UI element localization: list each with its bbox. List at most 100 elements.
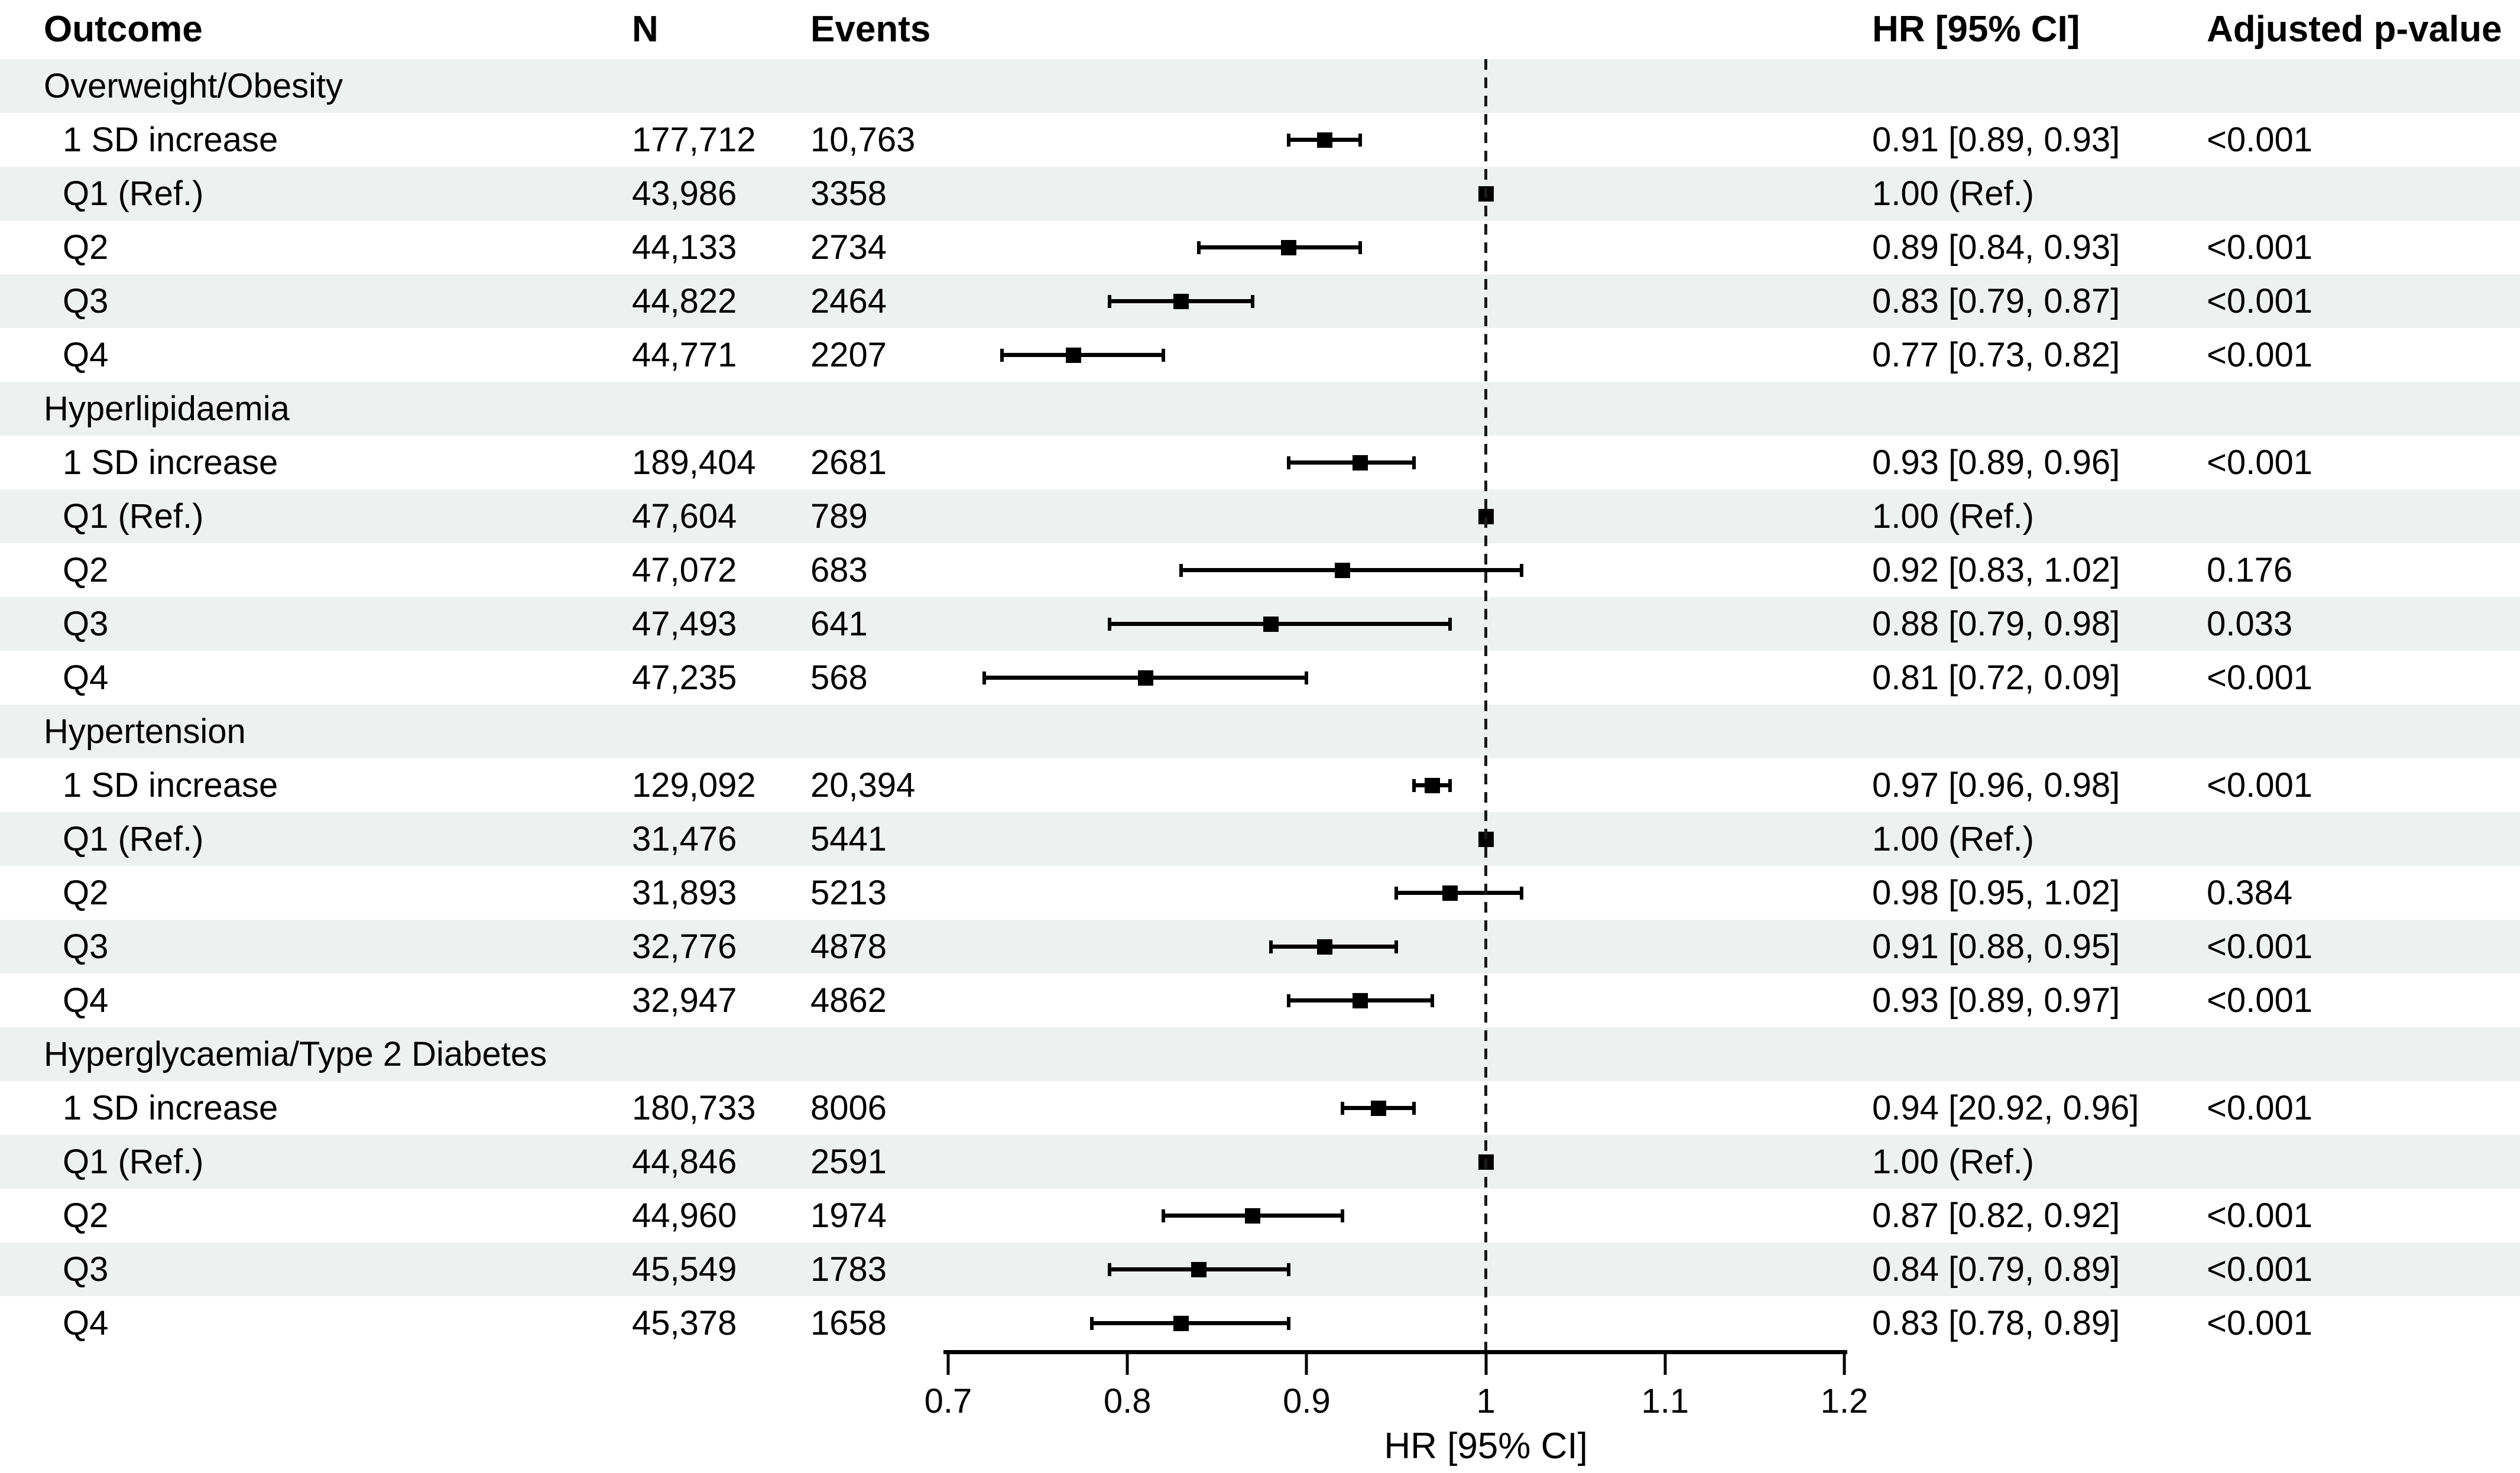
ci-cap-right — [1412, 1101, 1416, 1115]
p-value: <0.001 — [2207, 1303, 2313, 1342]
table-row: Q2 31,893 5213 0.98 [0.95, 1.02] 0.384 — [0, 866, 2520, 920]
hr-ci-value: 0.84 [0.79, 0.89] — [1872, 1250, 2120, 1289]
ci-cap-right — [1358, 241, 1363, 254]
n-value: 44,846 — [632, 1142, 737, 1181]
row-label: Q4 — [63, 981, 109, 1020]
n-value: 32,947 — [632, 981, 737, 1020]
row-label: Q1 (Ref.) — [63, 819, 204, 858]
reference-line — [1484, 59, 1488, 1350]
column-header-outcome: Outcome — [44, 9, 203, 50]
axis-tick-label: 1 — [1476, 1382, 1496, 1420]
ci-cap-left — [1287, 133, 1291, 147]
ci-cap-left — [1161, 1209, 1165, 1222]
axis-tick — [1126, 1350, 1129, 1375]
table-row: 1 SD increase 189,404 2681 0.93 [0.89, 0.96… — [0, 436, 2520, 489]
n-value: 31,893 — [632, 873, 737, 912]
ci-plot-cell — [943, 220, 1847, 274]
table-row: Q4 47,235 568 0.81 [0.72, 0.09] <0.001 — [0, 651, 2520, 705]
column-header-events: Events — [810, 9, 931, 50]
ci-scale — [948, 1081, 1844, 1135]
row-label: 1 SD increase — [63, 765, 278, 804]
ci-point-marker — [1281, 239, 1297, 255]
x-axis-line — [943, 1350, 1847, 1354]
ci-plot-cell — [943, 489, 1847, 543]
events-value: 8006 — [810, 1088, 887, 1127]
ci-point-marker — [1424, 777, 1440, 793]
n-value: 47,072 — [632, 550, 737, 589]
plot-header-spacer — [943, 0, 1847, 59]
events-value: 5213 — [810, 873, 887, 912]
axis-tick — [1663, 1350, 1667, 1375]
n-value: 44,822 — [632, 281, 737, 320]
events-value: 4878 — [810, 927, 887, 966]
ci-scale — [948, 1296, 1844, 1350]
ci-scale — [948, 436, 1844, 489]
events-value: 2591 — [810, 1142, 887, 1181]
ci-scale — [948, 597, 1844, 651]
axis-tick-label: 1.2 — [1820, 1382, 1869, 1420]
ci-cap-right — [1394, 940, 1398, 953]
table-row: Q3 44,822 2464 0.83 [0.79, 0.87] <0.001 — [0, 274, 2520, 328]
n-value: 44,133 — [632, 228, 737, 267]
table-row: 1 SD increase 180,733 8006 0.94 [20.92, 0.9… — [0, 1081, 2520, 1135]
n-value: 180,733 — [632, 1088, 756, 1127]
row-label: Q2 — [63, 1196, 109, 1235]
ci-scale — [948, 812, 1844, 866]
p-value: <0.001 — [2207, 120, 2313, 159]
hr-ci-value: 0.97 [0.96, 0.98] — [1872, 765, 2120, 804]
ci-scale — [948, 489, 1844, 543]
ci-scale — [948, 1135, 1844, 1189]
hr-ci-value: 0.83 [0.79, 0.87] — [1872, 281, 2120, 320]
hr-ci-value: 0.88 [0.79, 0.98] — [1872, 604, 2120, 643]
n-value: 32,776 — [632, 927, 737, 966]
p-value: 0.384 — [2207, 873, 2293, 912]
p-value: <0.001 — [2207, 981, 2313, 1020]
ci-plot-cell — [943, 812, 1847, 866]
events-value: 1783 — [810, 1250, 887, 1289]
row-label: Q4 — [63, 335, 109, 374]
row-label: Q1 (Ref.) — [63, 497, 204, 536]
ci-point-marker — [1191, 1261, 1207, 1277]
p-value: <0.001 — [2207, 443, 2313, 482]
axis-tick-label: 0.7 — [924, 1382, 972, 1420]
n-value: 47,604 — [632, 497, 737, 536]
ci-whisker-line — [1001, 353, 1163, 357]
row-label: Q3 — [63, 927, 109, 966]
ci-whisker-line — [1396, 891, 1522, 895]
p-value: <0.001 — [2207, 228, 2313, 267]
p-value: <0.001 — [2207, 765, 2313, 804]
p-value: <0.001 — [2207, 1088, 2313, 1127]
group-label: Hypertension — [44, 712, 246, 751]
n-value: 44,960 — [632, 1196, 737, 1235]
table-row: Q1 (Ref.) 47,604 789 1.00 (Ref.) — [0, 489, 2520, 543]
ci-plot-cell — [943, 113, 1847, 167]
ci-scale — [948, 328, 1844, 382]
ci-plot-cell — [943, 651, 1847, 705]
group-header-row: Hyperlipidaemia — [0, 382, 2520, 436]
row-label: Q2 — [63, 873, 109, 912]
row-label: Q3 — [63, 1250, 109, 1289]
ci-plot-cell — [943, 543, 1847, 597]
group-label: Overweight/Obesity — [44, 66, 343, 105]
group-header-row: Overweight/Obesity — [0, 59, 2520, 113]
ci-cap-left — [1341, 1101, 1345, 1115]
ci-plot-cell — [943, 974, 1847, 1027]
ci-cap-right — [1341, 1209, 1345, 1222]
table-row: Q1 (Ref.) 43,986 3358 1.00 (Ref.) — [0, 167, 2520, 220]
hr-ci-value: 1.00 (Ref.) — [1872, 174, 2034, 213]
ci-plot-cell — [943, 436, 1847, 489]
hr-ci-value: 0.91 [0.89, 0.93] — [1872, 120, 2120, 159]
ci-point-marker — [1370, 1100, 1386, 1116]
ci-cap-right — [1305, 671, 1309, 684]
x-axis-scale: HR [95% CI] 0.7 0.8 0.9 1 1.1 1.2 — [925, 1350, 1868, 1473]
ci-whisker-line — [1091, 1321, 1289, 1325]
ci-point-marker — [1263, 616, 1279, 632]
ci-scale — [948, 920, 1844, 974]
ci-scale — [948, 651, 1844, 705]
events-value: 3358 — [810, 174, 887, 213]
hr-ci-value: 0.93 [0.89, 0.97] — [1872, 981, 2120, 1020]
ci-plot-cell — [943, 597, 1847, 651]
ci-point-marker — [1245, 1208, 1261, 1224]
ci-plot-cell — [943, 758, 1847, 812]
